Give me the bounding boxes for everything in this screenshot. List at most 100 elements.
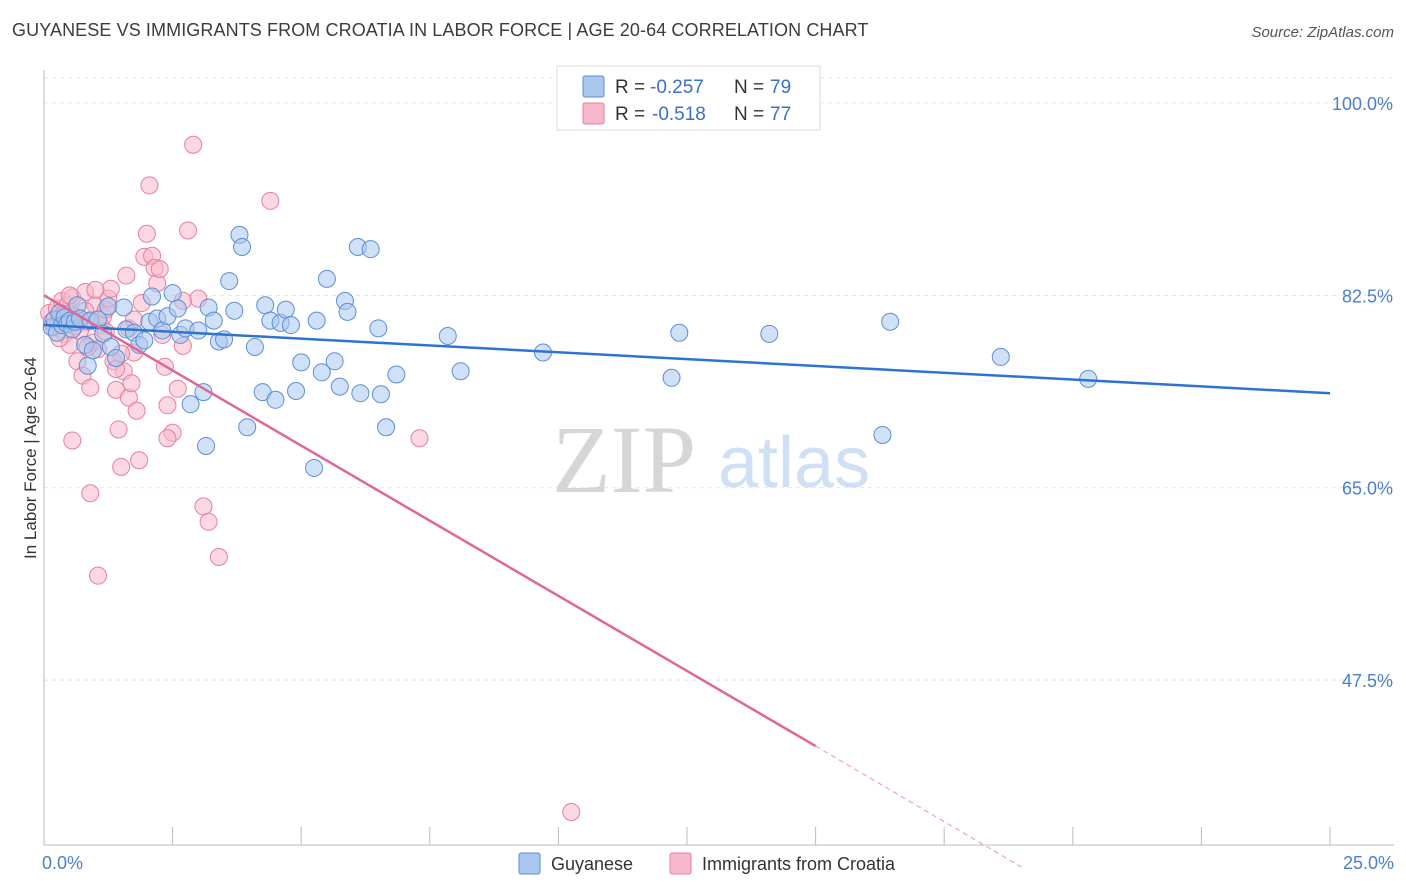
point-guyanese	[351, 384, 370, 403]
legend-r-label-guyanese: R =	[615, 77, 645, 98]
point-guyanese	[225, 301, 244, 320]
point-guyanese	[317, 269, 336, 288]
trend-line-croatia	[43, 294, 817, 748]
point-croatia	[150, 259, 169, 278]
point-guyanese	[135, 331, 154, 350]
point-croatia	[158, 429, 177, 448]
point-croatia	[194, 497, 213, 516]
point-guyanese	[873, 425, 892, 444]
y-tick-labels: 47.5% 65.0% 82.5% 100.0%	[1332, 94, 1393, 691]
point-guyanese	[256, 296, 275, 315]
y-tick-label: 82.5%	[1342, 286, 1393, 306]
y-tick-label: 47.5%	[1342, 671, 1393, 691]
x-tick-label-max: 25.0%	[1343, 853, 1394, 873]
point-guyanese	[83, 341, 102, 360]
legend-n-value-guyanese: 79	[770, 77, 791, 98]
point-guyanese	[438, 327, 457, 346]
point-guyanese	[881, 312, 900, 331]
point-guyanese	[168, 299, 187, 318]
y-tick-label: 65.0%	[1342, 479, 1393, 499]
point-guyanese	[114, 298, 133, 317]
point-croatia	[261, 191, 280, 210]
point-guyanese	[371, 385, 390, 404]
data-points	[40, 135, 1098, 822]
trend-line-croatia-extension	[815, 745, 1022, 868]
point-guyanese	[245, 338, 264, 357]
point-guyanese	[233, 237, 252, 256]
point-croatia	[562, 803, 581, 822]
point-guyanese	[197, 436, 216, 455]
trend-lines	[43, 294, 1331, 868]
point-croatia	[127, 401, 146, 420]
point-croatia	[179, 221, 198, 240]
legend-r-value-guyanese: -0.257	[650, 77, 704, 98]
point-croatia	[137, 224, 156, 243]
point-croatia	[109, 420, 128, 439]
point-guyanese	[312, 363, 331, 382]
point-guyanese	[307, 311, 326, 330]
point-guyanese	[991, 347, 1010, 366]
trend-line-guyanese	[43, 323, 1331, 395]
point-croatia	[199, 512, 218, 531]
point-croatia	[209, 547, 228, 566]
point-guyanese	[281, 316, 300, 335]
point-guyanese	[220, 272, 239, 291]
point-guyanese	[451, 362, 470, 381]
y-axis-title: In Labor Force | Age 20-64	[21, 357, 40, 559]
point-guyanese	[238, 418, 257, 437]
point-croatia	[184, 135, 203, 154]
point-croatia	[410, 429, 429, 448]
point-guyanese	[387, 365, 406, 384]
bottom-legend-swatch-guyanese	[518, 852, 541, 875]
watermark: ZIP atlas	[552, 406, 870, 513]
point-guyanese	[305, 458, 324, 477]
bottom-legend: Guyanese Immigrants from Croatia	[518, 852, 896, 875]
point-guyanese	[189, 321, 208, 340]
legend-swatch-croatia	[582, 102, 605, 125]
point-croatia	[89, 566, 108, 585]
point-guyanese	[78, 356, 97, 375]
legend-n-label-guyanese: N =	[734, 77, 764, 98]
point-guyanese	[325, 352, 344, 371]
point-guyanese	[99, 297, 118, 316]
point-guyanese	[361, 240, 380, 259]
point-guyanese	[276, 300, 295, 319]
legend-n-value-croatia: 77	[770, 104, 791, 125]
point-guyanese	[163, 284, 182, 303]
watermark-atlas: atlas	[718, 423, 870, 503]
y-tick-label: 100.0%	[1332, 94, 1393, 114]
legend-n-label-croatia: N =	[734, 104, 764, 125]
point-croatia	[158, 396, 177, 415]
legend-r-label-croatia: R =	[615, 104, 645, 125]
bottom-legend-label-croatia: Immigrants from Croatia	[702, 854, 896, 874]
point-guyanese	[330, 377, 349, 396]
axes	[43, 70, 1394, 846]
legend: R = -0.257 N = 79 R = -0.518 N = 77	[556, 65, 821, 131]
point-guyanese	[377, 418, 396, 437]
point-guyanese	[204, 311, 223, 330]
point-guyanese	[292, 353, 311, 372]
point-guyanese	[662, 368, 681, 387]
point-croatia	[63, 431, 82, 450]
point-croatia	[140, 176, 159, 195]
point-croatia	[117, 266, 136, 285]
point-croatia	[122, 374, 141, 393]
chart-title: GUYANESE VS IMMIGRANTS FROM CROATIA IN L…	[12, 20, 869, 40]
point-guyanese	[107, 349, 126, 368]
point-guyanese	[266, 390, 285, 409]
gridlines	[44, 77, 1394, 681]
point-guyanese	[338, 302, 357, 321]
source-label: Source: ZipAtlas.com	[1251, 24, 1394, 41]
watermark-zip: ZIP	[552, 406, 696, 513]
point-croatia	[168, 379, 187, 398]
point-guyanese	[287, 381, 306, 400]
point-guyanese	[369, 319, 388, 338]
point-guyanese	[670, 323, 689, 342]
legend-r-value-croatia: -0.518	[652, 104, 706, 125]
bottom-legend-swatch-croatia	[669, 852, 692, 875]
point-guyanese	[181, 395, 200, 414]
legend-swatch-guyanese	[582, 75, 605, 98]
bottom-legend-label-guyanese: Guyanese	[551, 854, 633, 874]
x-tick-label-min: 0.0%	[42, 853, 83, 873]
